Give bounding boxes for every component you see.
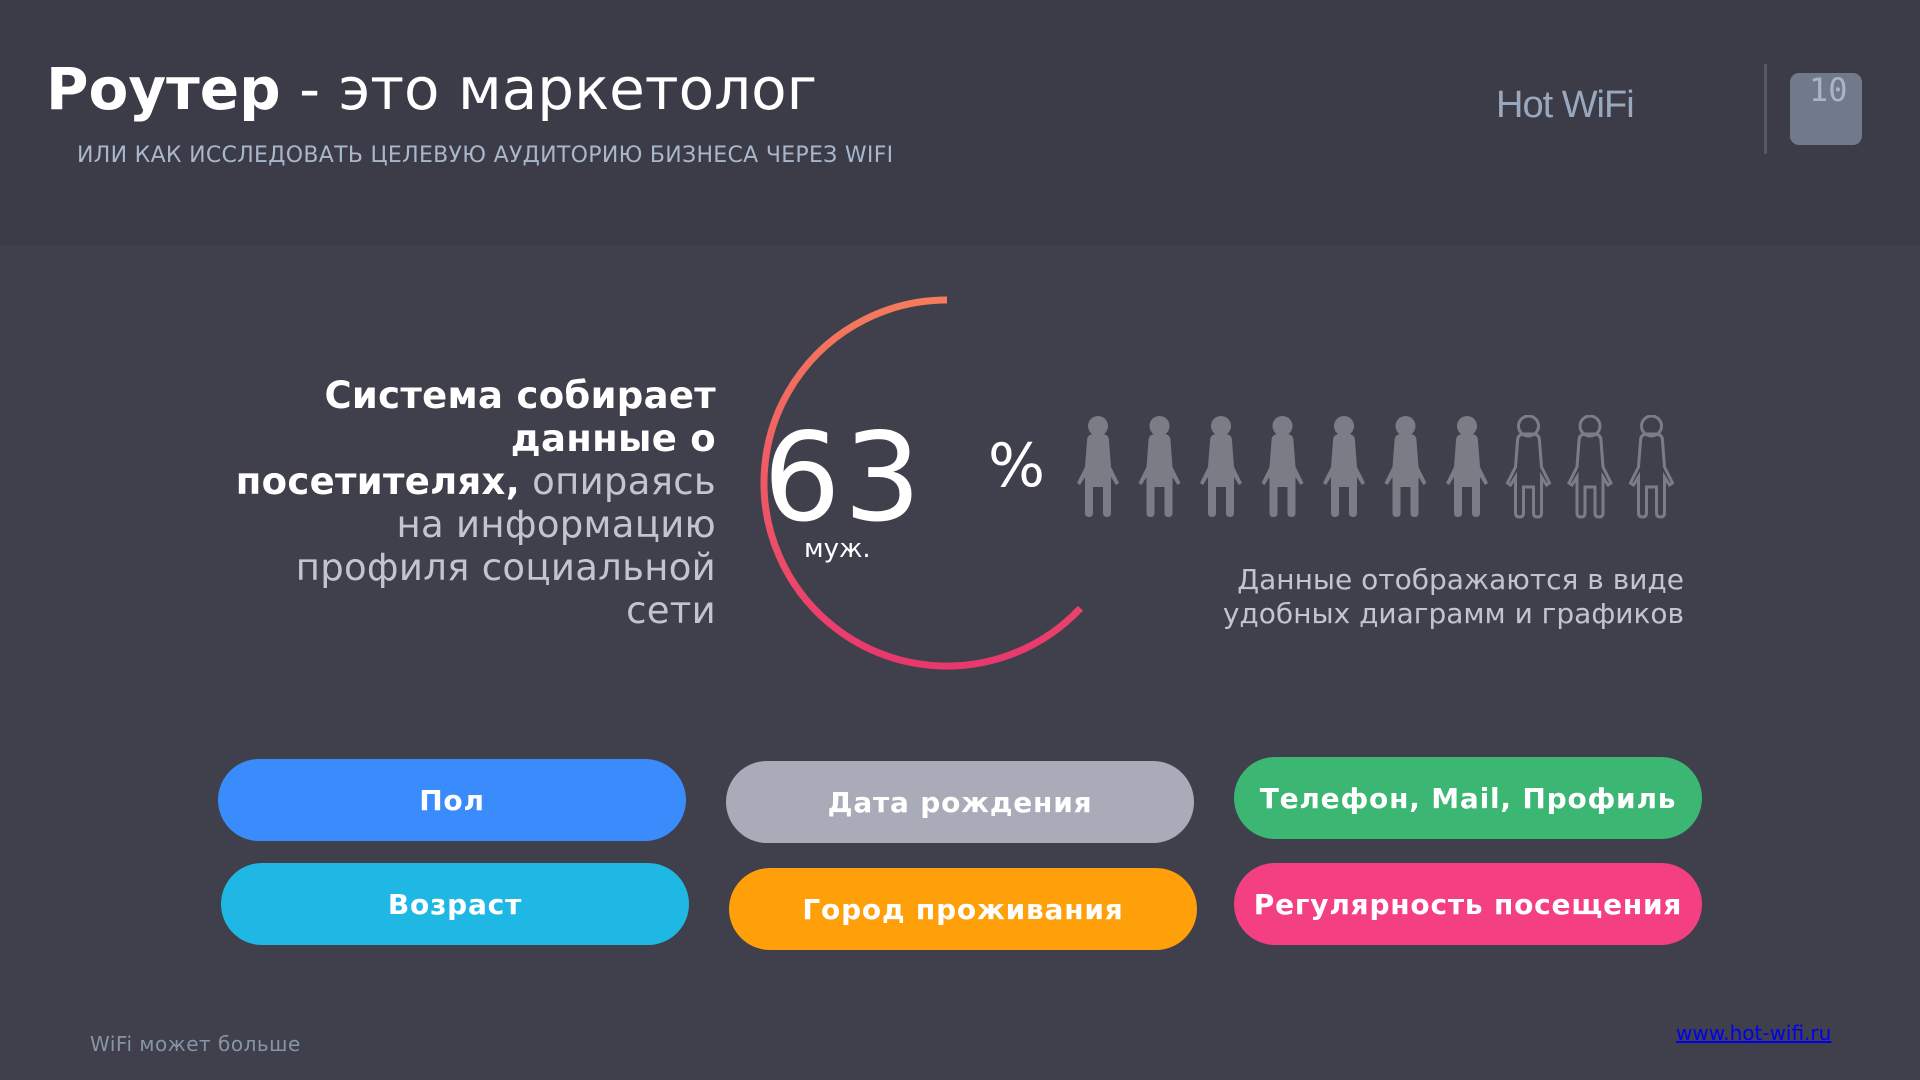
person-icon (1384, 416, 1427, 517)
person-icon (1505, 415, 1552, 519)
footer-link[interactable]: www.hot-wifi.ru (1676, 1021, 1832, 1045)
intro-text-bold: Система собирает данные о посетителях, (235, 374, 716, 503)
page-title-rest: - это маркетолог (280, 55, 818, 123)
stat-unit: % (988, 431, 1046, 501)
person-icon (1567, 415, 1613, 519)
stat-label: муж. (804, 534, 871, 564)
person-icon (1446, 416, 1488, 517)
footer-tagline: WiFi может больше (90, 1032, 301, 1056)
person-icon (1261, 416, 1304, 517)
pill-birthdate[interactable]: Дата рождения (726, 761, 1194, 843)
pill-city[interactable]: Город проживания (729, 868, 1197, 950)
page-number-badge: 10 (1790, 73, 1862, 145)
person-icon (1323, 416, 1365, 517)
person-icon (1138, 416, 1181, 517)
pill-contacts[interactable]: Телефон, Mail, Профиль (1234, 757, 1702, 839)
intro-text: Система собирает данные о посетителях, о… (230, 374, 716, 632)
person-icon (1628, 415, 1675, 519)
page-title-bold: Роутер (46, 55, 281, 123)
brand-logo: Hot WiFi (1496, 84, 1635, 126)
person-icon (1077, 416, 1119, 517)
pill-age[interactable]: Возраст (221, 863, 689, 945)
intro-text-regular: опираясь на информацию профиля социально… (295, 460, 716, 632)
progress-ring-arc (760, 296, 1083, 670)
page-title: Роутер - это маркетолог (46, 55, 818, 123)
pill-visit-frequency[interactable]: Регулярность посещения (1234, 863, 1702, 945)
progress-ring (760, 296, 1083, 670)
person-icon (1200, 416, 1242, 517)
header-divider (1764, 64, 1767, 154)
stat-value: 63 (763, 407, 925, 549)
chart-caption: Данные отображаются в виде удобных диагр… (1222, 563, 1684, 630)
people-chart (1077, 415, 1675, 519)
page-subtitle: ИЛИ КАК ИССЛЕДОВАТЬ ЦЕЛЕВУЮ АУДИТОРИЮ БИ… (77, 143, 894, 168)
pill-gender[interactable]: Пол (218, 759, 686, 841)
